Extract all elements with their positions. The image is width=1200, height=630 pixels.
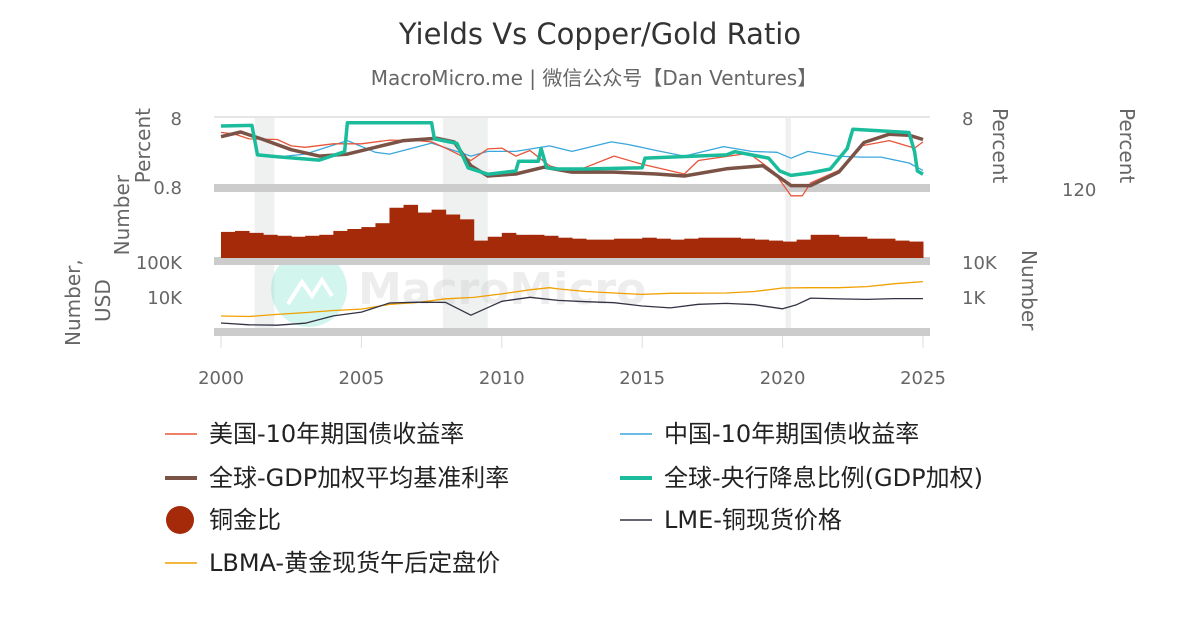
bar-copper-gold-ratio: [838, 236, 854, 258]
bar-copper-gold-ratio: [796, 239, 812, 258]
bar-copper-gold-ratio: [642, 237, 657, 258]
y-tick-left-10k: 10K: [147, 288, 183, 309]
x-tick-label: 2020: [760, 368, 806, 389]
bar-copper-gold-ratio: [810, 234, 826, 258]
legend-label: 中国-10年期国债收益率: [664, 420, 919, 448]
x-tick-label: 2010: [479, 368, 525, 389]
bar-copper-gold-ratio: [782, 241, 798, 258]
bar-copper-gold-ratio: [501, 232, 517, 258]
bar-copper-gold-ratio: [880, 238, 896, 258]
bar-copper-gold-ratio: [291, 236, 306, 258]
bar-copper-gold-ratio: [361, 227, 376, 258]
bar-copper-gold-ratio: [305, 235, 320, 258]
chart-subtitle: MacroMicro.me | 微信公众号【Dan Ventures】: [371, 66, 817, 90]
legend-label: 美国-10年期国债收益率: [209, 420, 464, 448]
bar-copper-gold-ratio: [487, 236, 503, 258]
panel1-axis-bar: [214, 184, 930, 192]
bar-copper-gold-ratio: [445, 214, 461, 258]
legend-label: 全球-GDP加权平均基准利率: [209, 464, 509, 492]
bar-copper-gold-ratio: [543, 235, 559, 258]
bar-copper-gold-ratio: [431, 209, 447, 258]
y-tick-left-0.8: 0.8: [153, 178, 182, 199]
bar-copper-gold-ratio: [277, 235, 292, 258]
bar-copper-gold-ratio: [754, 239, 770, 258]
bar-copper-gold-ratio: [375, 223, 390, 258]
y-tick-right-1k: 1K: [962, 288, 986, 309]
legend-label: 铜金比: [209, 506, 281, 534]
y-axis-label-percent-right2: Percent: [1115, 108, 1139, 183]
chart-marks: [220, 121, 924, 326]
x-tick-label: 2005: [338, 368, 384, 389]
bar-copper-gold-ratio: [894, 240, 910, 258]
bar-copper-gold-ratio: [249, 232, 264, 258]
bar-copper-gold-ratio: [572, 238, 587, 258]
y-tick-right-8: 8: [962, 109, 973, 130]
bar-copper-gold-ratio: [403, 204, 419, 258]
bar-copper-gold-ratio: [347, 229, 362, 258]
bar-copper-gold-ratio: [698, 237, 713, 258]
y-tick-right-10k: 10K: [962, 253, 998, 274]
y-tick-right2-120: 120: [1062, 180, 1096, 201]
bar-copper-gold-ratio: [614, 238, 629, 258]
bar-copper-gold-ratio: [600, 239, 615, 258]
legend-label: 全球-央行降息比例(GDP加权): [664, 464, 983, 492]
y-tick-left-100k: 100K: [136, 253, 183, 274]
bar-copper-gold-ratio: [417, 212, 433, 258]
x-tick-label: 2025: [900, 368, 946, 389]
y-axis-label-percent-left: Percent: [131, 108, 155, 183]
bar-copper-gold-ratio: [740, 238, 756, 258]
bar-copper-gold-ratio: [684, 238, 699, 258]
bar-copper-gold-ratio: [319, 234, 334, 258]
legend-label: LME-铜现货价格: [664, 506, 842, 534]
bar-copper-gold-ratio: [712, 237, 727, 258]
y-axis-label-number-usd: Number, USD: [61, 259, 115, 346]
chart-title: Yields Vs Copper/Gold Ratio: [398, 17, 801, 51]
bar-copper-gold-ratio: [628, 238, 643, 258]
bar-copper-gold-ratio: [235, 230, 250, 258]
y-tick-left-8: 8: [171, 109, 182, 130]
bar-copper-gold-ratio: [656, 238, 671, 258]
recession-band: [785, 118, 792, 328]
bar-copper-gold-ratio: [768, 240, 784, 258]
bar-copper-gold-ratio: [557, 237, 573, 258]
bar-copper-gold-ratio: [586, 239, 601, 258]
bar-copper-gold-ratio: [515, 234, 531, 258]
bar-copper-gold-ratio: [670, 239, 685, 258]
bar-copper-gold-ratio: [389, 207, 405, 258]
y-axis-label-number-right: Number: [1017, 250, 1041, 331]
panel2-axis-bar: [214, 257, 930, 265]
series-line-5: [220, 296, 923, 326]
bar-copper-gold-ratio: [221, 231, 236, 258]
bar-copper-gold-ratio: [263, 234, 278, 258]
bar-copper-gold-ratio: [866, 238, 882, 258]
x-tick-label: 2000: [198, 368, 244, 389]
svg-text:MacroMicro: MacroMicro: [358, 264, 646, 315]
bar-copper-gold-ratio: [459, 219, 475, 258]
bar-copper-gold-ratio: [473, 240, 489, 258]
series-line-6: [220, 280, 924, 318]
panel3-axis-bar: [214, 328, 930, 336]
x-tick-label: 2015: [619, 368, 665, 389]
legend-swatch: [166, 506, 194, 534]
series-line-1: [285, 139, 924, 171]
y-axis-label-number-left: Number: [110, 174, 134, 255]
bar-copper-gold-ratio: [908, 241, 924, 258]
watermark-logo: MacroMicro: [271, 251, 646, 327]
recession-band: [254, 118, 275, 328]
x-axis: 2000 2005 2010 2015 2020 2025: [198, 336, 946, 389]
bar-copper-gold-ratio: [333, 230, 348, 258]
legend-label: LBMA-黄金现货午后定盘价: [209, 549, 500, 577]
bar-copper-gold-ratio: [529, 234, 545, 258]
bar-copper-gold-ratio: [726, 237, 741, 258]
y-axis-label-percent-right: Percent: [988, 108, 1012, 183]
series-line-3: [220, 121, 924, 178]
bar-copper-gold-ratio: [824, 234, 840, 258]
bar-copper-gold-ratio: [852, 236, 868, 258]
